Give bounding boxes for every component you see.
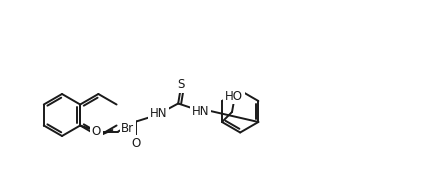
- Text: HN: HN: [191, 105, 209, 118]
- Text: O: O: [91, 125, 101, 138]
- Text: Br: Br: [121, 122, 135, 134]
- Text: S: S: [178, 78, 185, 91]
- Text: O: O: [132, 137, 141, 150]
- Text: HO: HO: [225, 90, 243, 102]
- Text: HN: HN: [149, 107, 167, 120]
